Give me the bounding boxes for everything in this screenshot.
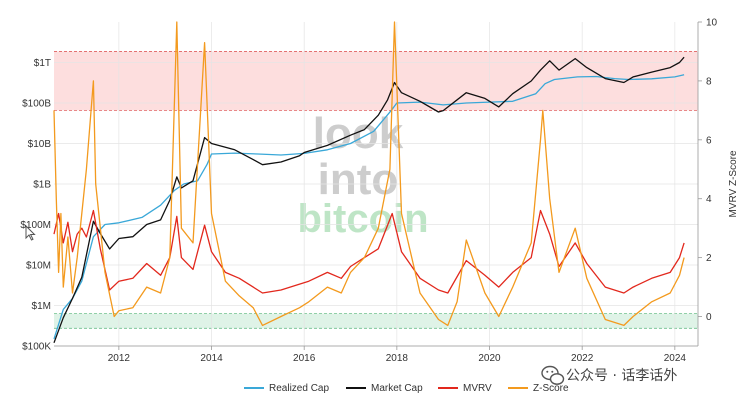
- y-left-tick-label: $1T: [34, 58, 51, 69]
- series-line-realized-cap: [53, 74, 685, 340]
- legend-label: Z-Score: [533, 383, 569, 394]
- y-right-tick-label: 6: [706, 135, 712, 146]
- legend[interactable]: Realized Cap Market Cap MVRV Z-Score: [244, 383, 569, 394]
- y-right-tick-label: 4: [706, 194, 712, 205]
- y-right-axis-title: MVRV Z-Score: [728, 150, 739, 217]
- brand-text: 公众号 · 话李话外: [566, 368, 677, 384]
- wechat-icon: [541, 365, 565, 385]
- x-tick-label: 2012: [108, 353, 131, 364]
- band-overvalued: [54, 51, 698, 111]
- legend-label: Market Cap: [371, 383, 423, 394]
- y-left-tick-label: $100B: [22, 99, 51, 110]
- y-left-tick-label: $100K: [22, 342, 51, 353]
- axes: 2012 2014 2016 2018 2020 2022 2024 $100K $1M $10M…: [20, 18, 739, 365]
- x-tick-label: 2016: [293, 353, 316, 364]
- y-right-tick-label: 2: [706, 253, 712, 264]
- zone-bands: [54, 51, 698, 329]
- y-right-tick-label: 0: [706, 312, 712, 323]
- series-line-z-score: [53, 21, 685, 327]
- x-tick-label: 2018: [386, 353, 409, 364]
- y-left-tick-label: $10B: [28, 139, 52, 150]
- x-tick-label: 2014: [200, 353, 223, 364]
- x-tick-label: 2022: [571, 353, 594, 364]
- legend-item-market-cap[interactable]: Market Cap: [346, 383, 423, 394]
- brand-watermark: 公众号 · 话李话外: [541, 365, 677, 385]
- series-line-mvrv: [53, 209, 685, 294]
- y-right-tick-label: 8: [706, 76, 712, 87]
- legend-item-realized-cap[interactable]: Realized Cap: [244, 383, 329, 394]
- x-tick-label: 2024: [664, 353, 687, 364]
- y-left-tick-label: $1M: [32, 301, 51, 312]
- legend-item-z-score[interactable]: Z-Score: [508, 383, 569, 394]
- y-right-tick-label: 10: [706, 18, 718, 29]
- y-left-tick-label: $100M: [20, 220, 51, 231]
- legend-label: MVRV: [463, 383, 492, 394]
- x-tick-label: 2020: [478, 353, 501, 364]
- legend-label: Realized Cap: [269, 383, 329, 394]
- mouse-cursor-icon: [25, 224, 36, 241]
- y-left-tick-label: $10M: [26, 261, 51, 272]
- legend-item-mvrv[interactable]: MVRV: [438, 383, 492, 394]
- series-lines: [53, 21, 685, 344]
- series-line-market-cap: [53, 56, 685, 344]
- y-left-tick-label: $1B: [33, 180, 51, 191]
- watermark-word: bitcoin: [297, 197, 428, 241]
- band-undervalued: [54, 313, 698, 329]
